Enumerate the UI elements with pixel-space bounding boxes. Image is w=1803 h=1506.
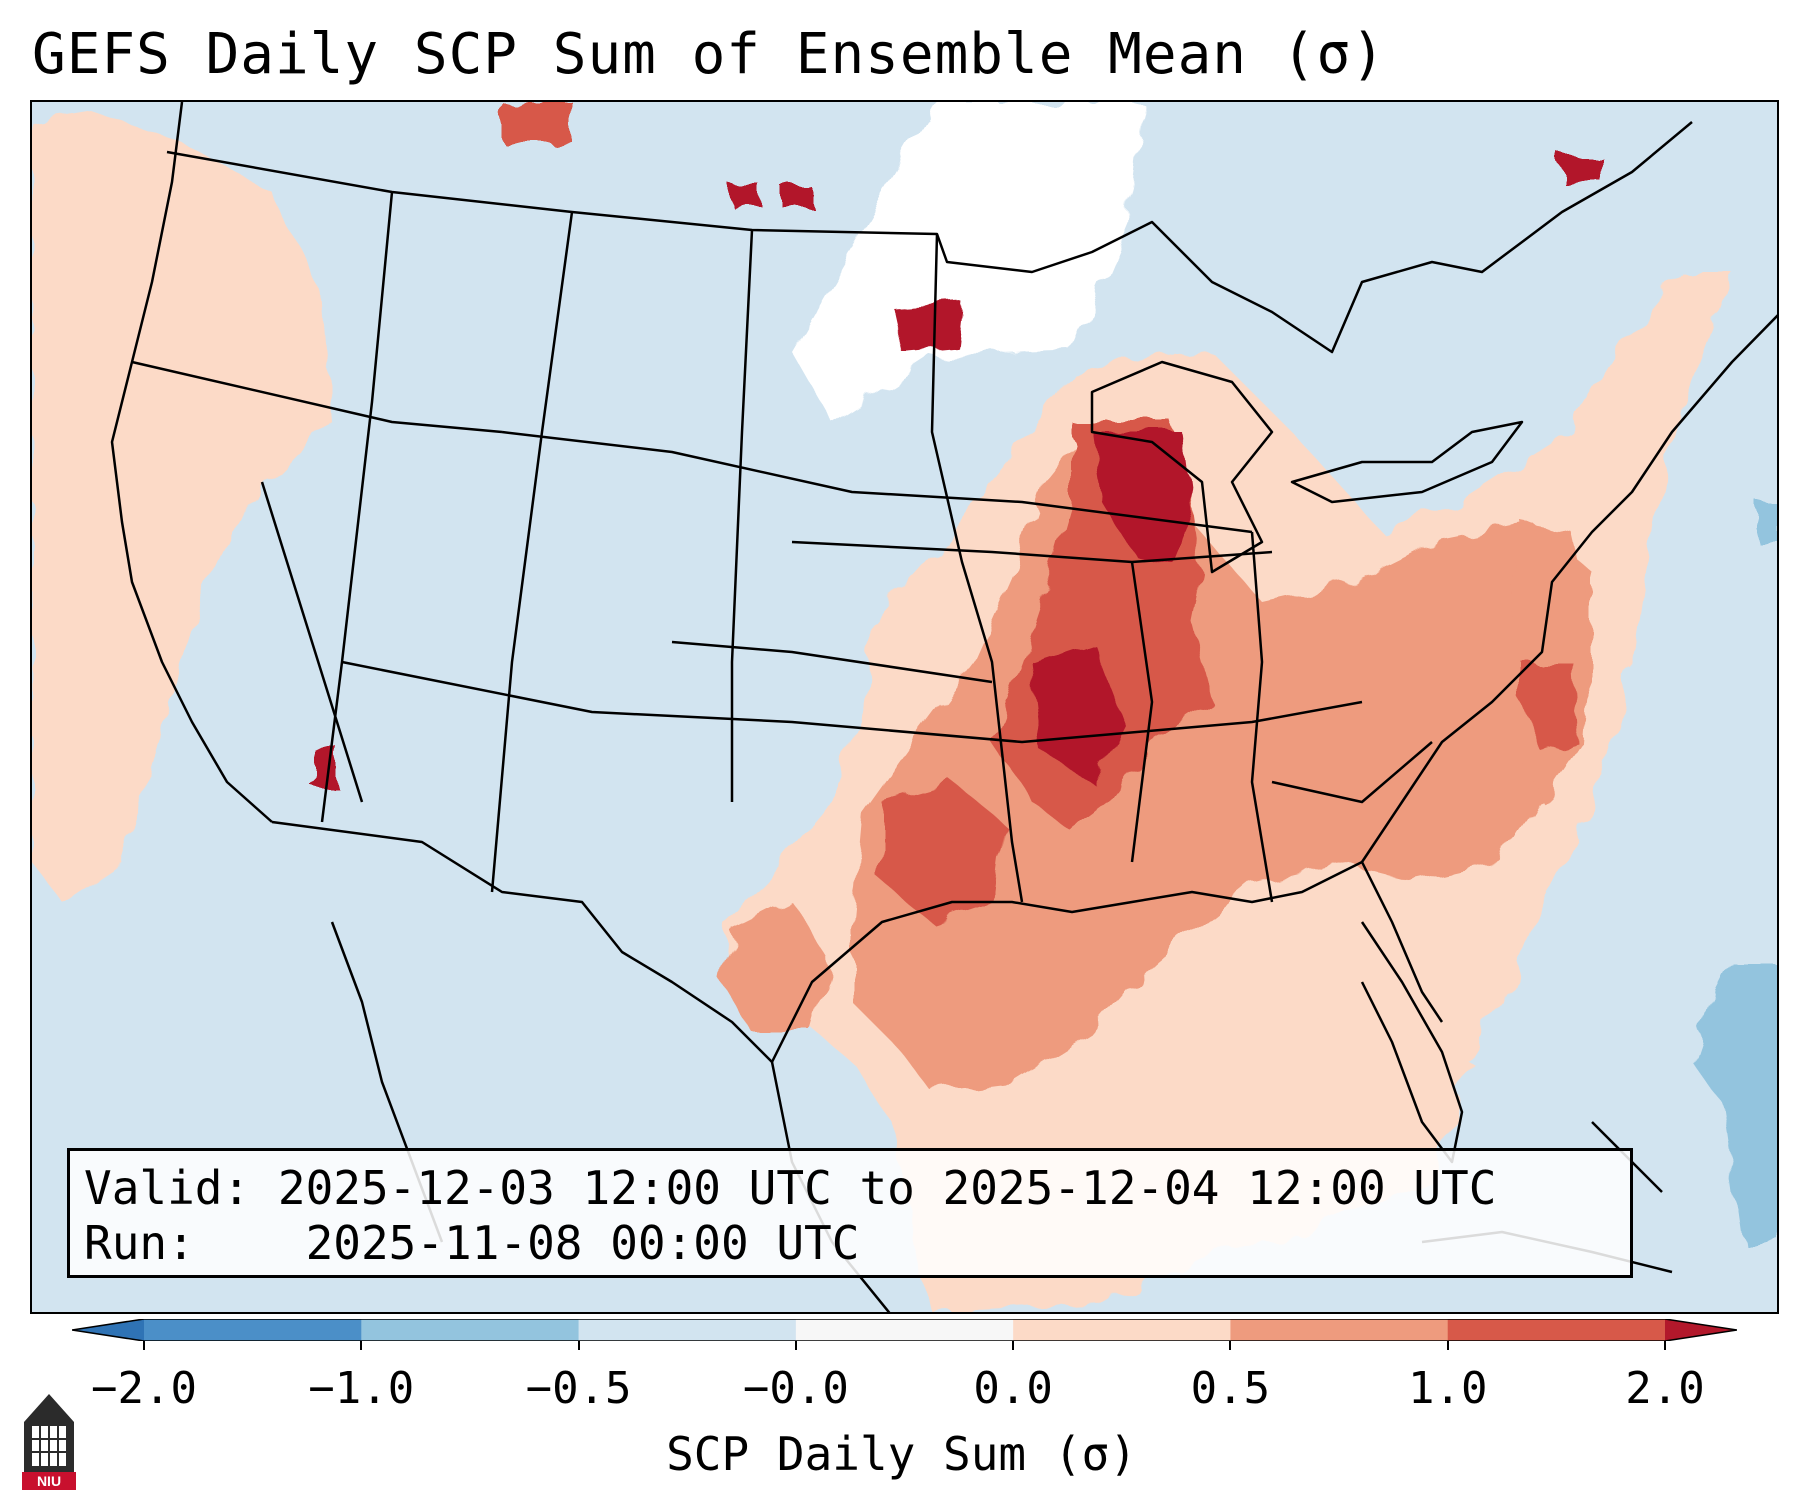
colorbar-tick-mark bbox=[577, 1341, 580, 1350]
colorbar-tick-mark bbox=[1229, 1341, 1232, 1350]
anomaly-max-missouri bbox=[1032, 642, 1122, 782]
niu-logo: NIU bbox=[22, 1394, 76, 1490]
florida bbox=[1360, 921, 1464, 1164]
great-lakes bbox=[1090, 360, 1274, 574]
validity-info-box: Valid: 2025-12-03 12:00 UTC to 2025-12-0… bbox=[67, 1148, 1633, 1278]
east-coast bbox=[1360, 314, 1777, 863]
colorbar-segment bbox=[361, 1319, 580, 1341]
gulf-coast bbox=[770, 860, 1444, 1063]
border-us-mexico bbox=[271, 820, 773, 1063]
state-line-8 bbox=[791, 540, 1273, 564]
state-line-6 bbox=[930, 233, 1024, 903]
speckle bbox=[732, 187, 762, 207]
valid-row: Valid: 2025-12-03 12:00 UTC to 2025-12-0… bbox=[84, 1161, 1616, 1216]
colorbar-extend-low bbox=[72, 1319, 144, 1341]
colorbar-tick-mark bbox=[794, 1341, 797, 1350]
colorbar-tick-label: 1.0 bbox=[1407, 1363, 1488, 1414]
state-line-3 bbox=[320, 191, 394, 823]
colorbar-tick-label: 0.5 bbox=[1190, 1363, 1271, 1414]
colorbar-label: SCP Daily Sum (σ) bbox=[666, 1427, 1137, 1481]
colorbar-segment bbox=[1013, 1319, 1231, 1341]
state-line-2 bbox=[501, 430, 1253, 534]
anomaly-mid-plains-ohio bbox=[852, 432, 1592, 1092]
state-line-4 bbox=[490, 211, 574, 893]
border-canada-us bbox=[166, 121, 1693, 354]
run-row: Run: 2025-11-08 00:00 UTC bbox=[84, 1216, 1616, 1271]
state-line-9 bbox=[1130, 561, 1154, 863]
anomaly-max-minnesota bbox=[892, 302, 962, 352]
west-coast bbox=[110, 102, 273, 823]
colorbar-tick-label: −0.5 bbox=[525, 1363, 632, 1414]
state-line-11 bbox=[1271, 741, 1433, 804]
state-line-5 bbox=[730, 229, 754, 802]
colorbar-segment bbox=[144, 1319, 362, 1341]
anomaly-negative-atlantic-speckle bbox=[1757, 502, 1777, 542]
anomaly-negative-atlantic bbox=[1692, 962, 1777, 1242]
colorbar-segment bbox=[1447, 1319, 1666, 1341]
colorbar-tick-label: 0.0 bbox=[973, 1363, 1053, 1414]
anomaly-map bbox=[32, 102, 1777, 1312]
colorbar-extend-high bbox=[1665, 1319, 1737, 1341]
colorbar-tick-mark bbox=[1012, 1341, 1015, 1350]
speckle bbox=[502, 102, 572, 142]
boundaries bbox=[110, 102, 1777, 1312]
state-line-7 bbox=[341, 660, 1363, 744]
anomaly-high-virginia bbox=[1522, 662, 1577, 752]
lake-erie-ontario bbox=[1290, 420, 1524, 504]
valid-label: Valid: bbox=[84, 1161, 251, 1215]
colorbar-tick-mark bbox=[1664, 1341, 1666, 1350]
run-label: Run: bbox=[84, 1216, 195, 1270]
colorbar-tick-label: 2.0 bbox=[1625, 1363, 1705, 1414]
valid-value: 2025-12-03 12:00 UTC to 2025-12-04 12:00… bbox=[277, 1161, 1497, 1215]
anomaly-max-wisconsin bbox=[1092, 432, 1192, 562]
map-panel bbox=[30, 100, 1779, 1314]
colorbar-segment bbox=[578, 1319, 797, 1341]
state-line-1 bbox=[131, 360, 503, 434]
colorbar-tick-label: −0.0 bbox=[742, 1363, 849, 1414]
chart-title: GEFS Daily SCP Sum of Ensemble Mean (σ) bbox=[32, 22, 1386, 87]
state-line-12 bbox=[260, 481, 364, 803]
colorbar-segment bbox=[795, 1319, 1014, 1341]
colorbar-segment bbox=[1230, 1319, 1449, 1341]
colorbar-tick-label: −2.0 bbox=[91, 1363, 197, 1414]
state-line-13 bbox=[671, 640, 993, 684]
speckle bbox=[782, 187, 812, 207]
neutral-region-canada bbox=[792, 102, 1142, 422]
colorbar bbox=[72, 1319, 1737, 1341]
speckle bbox=[1562, 157, 1602, 182]
colorbar-tick-mark bbox=[360, 1341, 363, 1350]
state-line-10 bbox=[1250, 531, 1274, 903]
logo-text: NIU bbox=[37, 1473, 61, 1489]
speckle bbox=[312, 747, 337, 787]
run-value: 2025-11-08 00:00 UTC bbox=[305, 1216, 860, 1270]
colorbar-tick-mark bbox=[1446, 1341, 1449, 1350]
colorbar-tick-mark bbox=[143, 1341, 145, 1350]
anomaly-light-west-coast bbox=[32, 112, 332, 902]
colorbar-tick-label: −1.0 bbox=[308, 1363, 415, 1414]
anomaly-high-ozarks bbox=[882, 782, 1002, 922]
